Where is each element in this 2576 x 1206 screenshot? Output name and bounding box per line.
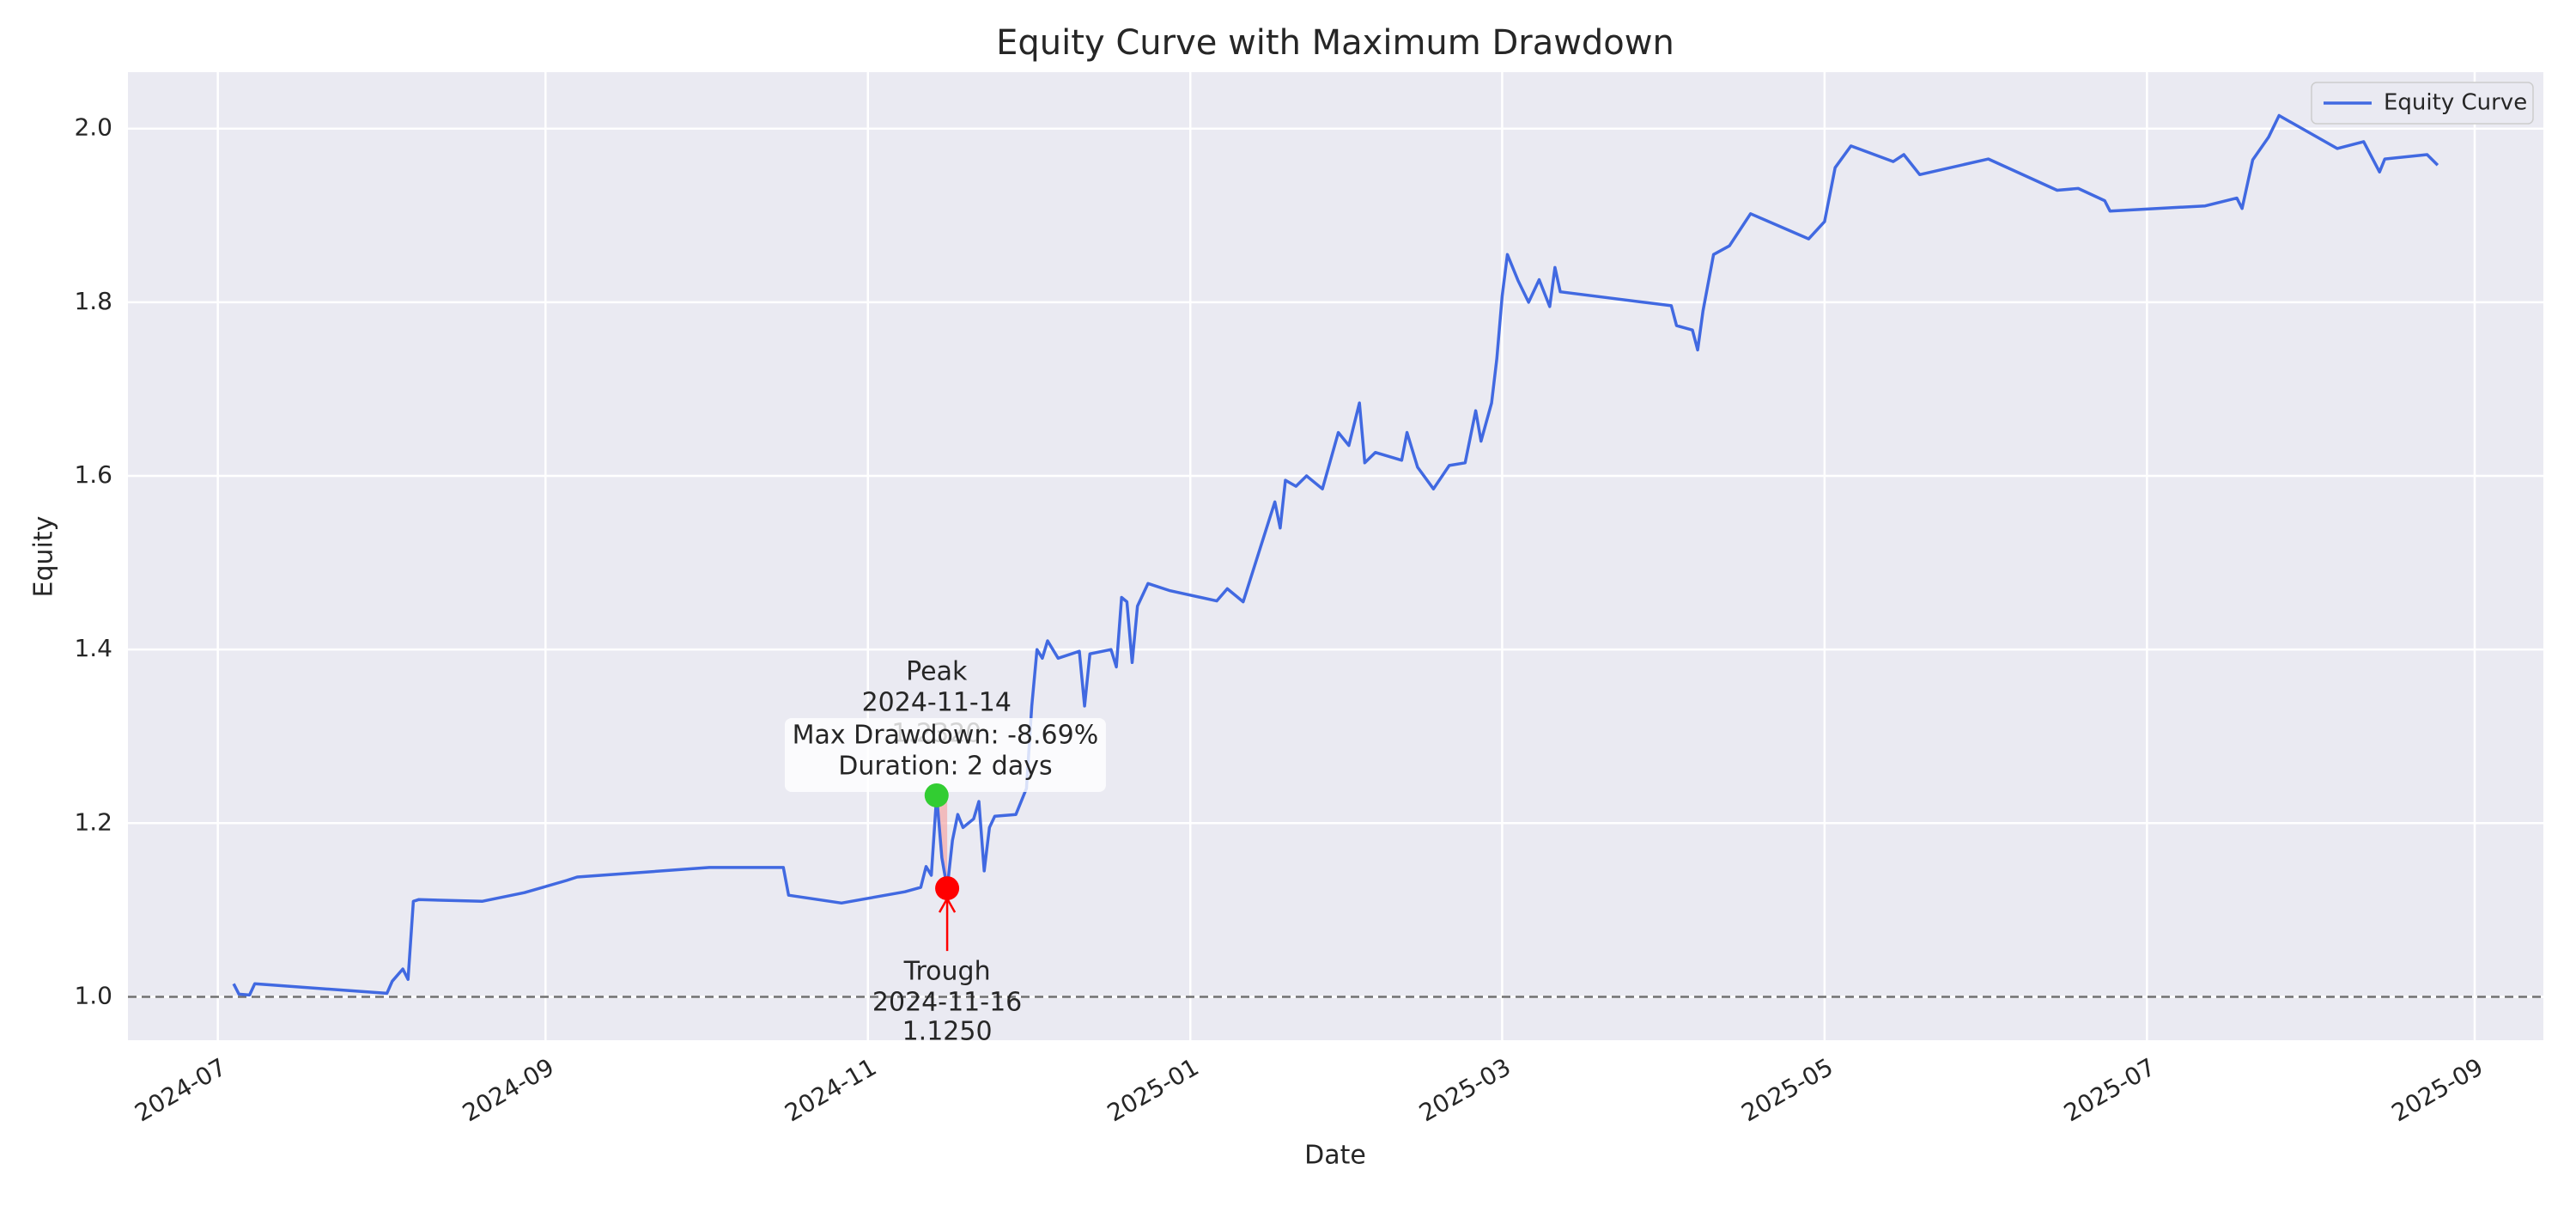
x-axis-label: Date [1304,1141,1366,1171]
x-tick-label: 2025-03 [1414,1052,1516,1127]
plot-area [128,72,2543,1040]
equity-line [232,113,2439,997]
x-tick-label: 2025-01 [1103,1052,1204,1127]
y-tick-label: 1.4 [74,634,112,662]
drawdown-text: Max Drawdown: -8.69% [793,720,1099,750]
x-tick-label: 2024-07 [130,1052,231,1127]
y-tick-label: 2.0 [74,113,112,142]
y-tick-label: 1.2 [74,807,112,836]
y-axis-label: Equity [29,516,59,598]
x-tick-label: 2025-05 [1737,1052,1838,1127]
peak-date: 2024-11-14 [862,687,1012,717]
legend-label: Equity Curve [2384,90,2527,116]
x-tick-label: 2025-07 [2059,1052,2160,1127]
x-tick-label: 2025-09 [2387,1052,2488,1127]
peak-marker [924,783,949,807]
drawdown-text: Duration: 2 days [838,751,1052,781]
x-tick-label: 2024-11 [780,1052,881,1127]
trough-arrowhead [938,896,957,913]
trough-value: 1.1250 [902,1017,993,1047]
trough-date: 2024-11-16 [872,988,1022,1018]
y-tick-label: 1.6 [74,460,112,489]
trough-label: Trough [903,957,991,987]
legend-box [2311,82,2534,125]
y-tick-label: 1.8 [74,287,112,315]
x-tick-label: 2024-09 [458,1052,559,1127]
peak-label: Peak [906,656,968,686]
drawdown-box [784,717,1106,792]
trough-marker [935,876,960,901]
chart-title: Equity Curve with Maximum Drawdown [996,23,1674,63]
y-tick-label: 1.0 [74,981,112,1009]
